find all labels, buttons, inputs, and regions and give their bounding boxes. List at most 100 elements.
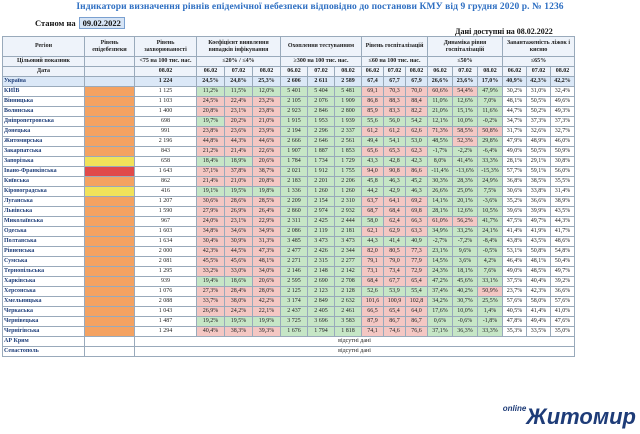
- value-cell: 62,9: [383, 226, 406, 237]
- value-cell: 77,9: [405, 256, 428, 267]
- value-cell: 39,6%: [502, 206, 527, 217]
- level-cell: [84, 286, 135, 297]
- value-cell: 30,6%: [196, 196, 225, 207]
- value-cell: 24,5%: [196, 76, 225, 87]
- value-cell: 2 119: [307, 226, 335, 237]
- value-cell: 25,0%: [452, 186, 478, 197]
- target-testing: ≥300 на 100 тис. нас.: [280, 56, 362, 67]
- value-cell: 64,0: [405, 306, 428, 317]
- value-cell: 44,3%: [550, 216, 575, 227]
- value-cell: 3 583: [334, 316, 362, 327]
- value-cell: 61,0%: [427, 216, 453, 227]
- value-cell: 1 907: [280, 146, 308, 157]
- target-incidence: <75 на 100 тис. нас.: [134, 56, 197, 67]
- value-cell: 21,4%: [196, 176, 225, 187]
- date-cell: 08.02: [405, 66, 428, 77]
- value-cell: 40,4%: [196, 326, 225, 337]
- region-name: Харківська: [2, 276, 85, 287]
- value-cell: -2,2%: [452, 146, 478, 157]
- region-name: Кіровоградська: [2, 186, 85, 197]
- value-cell: 3 696: [307, 316, 335, 327]
- value-cell: 1 125: [134, 86, 197, 97]
- value-cell: 19,5%: [224, 316, 253, 327]
- value-cell: 35,0%: [550, 326, 575, 337]
- value-cell: 2 846: [307, 106, 335, 117]
- value-cell: 100,9: [383, 296, 406, 307]
- header-coef: Коефіцієнт виявлення випадків інфікуванн…: [196, 36, 281, 57]
- table-row: Україна 1 224 24,5% 24,8% 25,3% 2 606 2 611 2 5…: [2, 76, 575, 87]
- date-cell: 06.02: [361, 66, 384, 77]
- region-name: Сумська: [2, 256, 85, 267]
- level-cell: [84, 96, 135, 107]
- value-cell: 28,6%: [224, 196, 253, 207]
- value-cell: 843: [134, 146, 197, 157]
- value-cell: 47,3%: [252, 246, 281, 257]
- value-cell: 19,1%: [196, 186, 225, 197]
- value-cell: 70,0: [405, 86, 428, 97]
- value-cell: 34,2%: [427, 296, 453, 307]
- value-cell: 1 603: [134, 226, 197, 237]
- value-cell: 23,6%: [224, 126, 253, 137]
- value-cell: 24,2%: [224, 306, 253, 317]
- value-cell: 12,6%: [452, 206, 478, 217]
- region-name: Одеська: [2, 226, 85, 237]
- value-cell: 3 485: [280, 236, 308, 247]
- date-cell: 06.02: [196, 66, 225, 77]
- value-cell: 86,7: [405, 316, 428, 327]
- value-cell: 1 912: [307, 166, 335, 177]
- table-row: Херсонська 1 076 27,3% 28,4% 28,0% 2 125 2 123…: [2, 286, 575, 297]
- value-cell: 1 915: [280, 116, 308, 127]
- header-date-level: [84, 66, 135, 77]
- value-cell: -6,4%: [477, 146, 503, 157]
- value-cell: 42,3%: [526, 286, 551, 297]
- value-cell: 68,4: [383, 206, 406, 217]
- value-cell: 69,2: [405, 196, 428, 207]
- date-cell: 08.02: [550, 66, 575, 77]
- date-cell: 07.02: [383, 66, 406, 77]
- value-cell: 1 224: [134, 76, 197, 87]
- value-cell: 45,6%: [224, 256, 253, 267]
- value-cell: 88,4: [405, 96, 428, 107]
- region-name: Вінницька: [2, 96, 85, 107]
- value-cell: 67,7: [383, 276, 406, 287]
- region-name: Тернопільська: [2, 266, 85, 277]
- date-cell: 07.02: [224, 66, 253, 77]
- value-cell: 47,9%: [502, 136, 527, 147]
- value-cell: 33,1%: [477, 276, 503, 287]
- value-cell: 76,6: [405, 326, 428, 337]
- header-date: Дата: [2, 66, 85, 77]
- value-cell: 47,8%: [502, 316, 527, 327]
- value-cell: 20,8%: [196, 106, 225, 117]
- value-cell: 32,7%: [550, 126, 575, 137]
- value-cell: 86,7: [383, 316, 406, 327]
- logo-small-text: online: [502, 404, 527, 413]
- value-cell: 49,0%: [502, 146, 527, 157]
- table-row: Дніпропетровська 698 19,7% 20,2% 21,0% 1 915 1…: [2, 116, 575, 127]
- value-cell: 24,5%: [196, 96, 225, 107]
- value-cell: 2 277: [334, 256, 362, 267]
- value-cell: 67,4: [361, 76, 384, 87]
- value-cell: 50,5%: [526, 146, 551, 157]
- level-cell: [84, 136, 135, 147]
- value-cell: 62,6: [405, 126, 428, 137]
- value-cell: 55,6: [361, 116, 384, 127]
- table-row: Миколаївська 967 24,0% 23,1% 22,9% 2 311 2 425…: [2, 216, 575, 227]
- value-cell: 65,4: [383, 306, 406, 317]
- level-cell: [84, 276, 135, 287]
- value-cell: 20,6%: [252, 276, 281, 287]
- value-cell: -3,6%: [477, 196, 503, 207]
- level-cell: [84, 86, 135, 97]
- table-row: Донецька 991 23,8% 23,6% 23,9% 2 194 2 296 2 33…: [2, 126, 575, 137]
- target-coef: ≤20% / ≤4%: [196, 56, 281, 67]
- value-cell: 48,5%: [526, 266, 551, 277]
- value-cell: 65,4: [405, 276, 428, 287]
- value-cell: 27,3%: [196, 286, 225, 297]
- value-cell: 82,2: [405, 106, 428, 117]
- value-cell: 30,4%: [196, 236, 225, 247]
- date-cell: 07.02: [452, 66, 478, 77]
- value-cell: 22,1%: [252, 306, 281, 317]
- value-cell: 80,5: [383, 246, 406, 257]
- value-cell: 35,2%: [502, 196, 527, 207]
- value-cell: 43,5%: [526, 236, 551, 247]
- value-cell: -0,6%: [452, 316, 478, 327]
